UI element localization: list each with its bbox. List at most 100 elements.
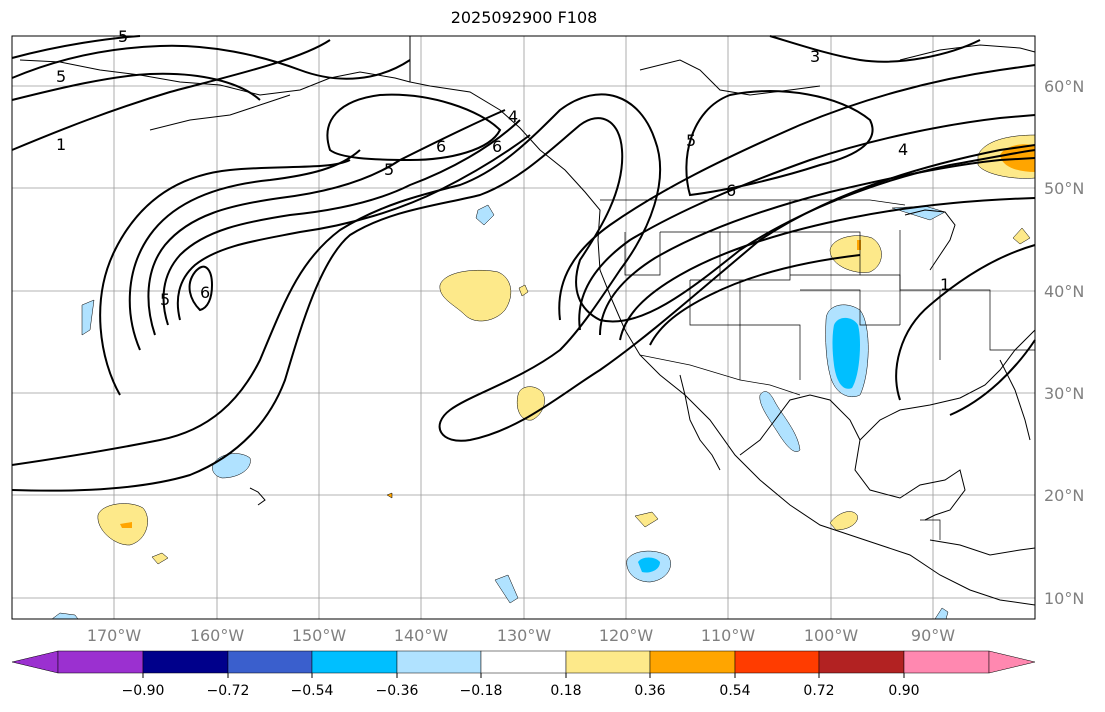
positive-anomaly-patch <box>151 552 169 565</box>
colorbar-segment <box>311 650 398 674</box>
positive-anomaly-patch <box>518 284 529 297</box>
colorbar-tick-label: 0.18 <box>550 683 582 699</box>
positive-anomaly-patch <box>829 235 882 273</box>
positive-anomaly-patch <box>829 511 858 531</box>
coastline-hudson-region <box>639 59 821 96</box>
colorbar-segment <box>818 650 905 674</box>
contour-line <box>176 134 531 321</box>
negative-anomaly-patch <box>475 204 495 226</box>
contour-label: 6 <box>436 137 446 156</box>
colorbar-segment <box>649 650 736 674</box>
contour-line <box>895 244 1036 401</box>
contour-line <box>685 90 874 197</box>
colorbar-tick-label: −0.72 <box>206 683 250 699</box>
state-border <box>739 280 801 380</box>
colorbar-extend-high <box>988 650 1036 674</box>
lat-label: 10°N <box>1044 589 1085 608</box>
contour-labels: 5 1 5 6 5 6 4 6 5 3 4 1 6 5 <box>56 27 950 309</box>
coastline-baja-california <box>679 374 721 471</box>
negative-anomaly-core <box>832 317 860 389</box>
map-background <box>12 36 1035 619</box>
contour-line <box>599 157 1036 336</box>
coastlines <box>19 36 1036 606</box>
contour-label: 4 <box>508 107 518 126</box>
negative-anomaly-core <box>638 557 660 573</box>
shaded-anomalies <box>51 134 1036 620</box>
colorbar-tick-label: −0.54 <box>290 683 334 699</box>
coastline-gulf-coast <box>859 329 1036 441</box>
contour-label: 3 <box>810 47 820 66</box>
contour-label: 5 <box>160 290 170 309</box>
lon-label: 170°W <box>86 626 142 645</box>
positive-anomaly-patch <box>634 511 659 528</box>
lat-label: 60°N <box>1044 77 1085 96</box>
contour-line <box>11 39 331 151</box>
colorbar-tick-label: 0.36 <box>634 683 666 699</box>
contour-line <box>128 149 361 351</box>
contour-label: 6 <box>492 137 502 156</box>
colorbar-segment <box>57 650 144 674</box>
coastline-great-lakes <box>904 209 956 271</box>
contour-label: 5 <box>56 67 66 86</box>
colorbar-segment <box>396 650 482 674</box>
lon-label: 160°W <box>189 626 245 645</box>
contour-line <box>11 44 411 80</box>
coastline-aleutian-chain <box>149 94 291 131</box>
lon-label: 100°W <box>803 626 859 645</box>
contour-line <box>99 159 351 396</box>
lon-label: 110°W <box>700 626 756 645</box>
state-border <box>720 231 791 281</box>
border-central-america <box>920 519 941 540</box>
coastline-hawaii <box>249 487 266 506</box>
coastline-alaska-aleutians <box>19 59 411 96</box>
colorbar-tick-label: 0.90 <box>888 683 920 699</box>
contour-line <box>649 254 861 346</box>
colorbar-segment <box>565 650 651 674</box>
contour-line <box>147 109 506 336</box>
contour-line <box>188 265 214 312</box>
contour-line <box>558 64 1036 321</box>
negative-anomaly-patch <box>759 391 801 452</box>
state-border <box>800 289 900 326</box>
lat-label: 20°N <box>1044 486 1085 505</box>
contour-line <box>11 93 1036 466</box>
coastline-central-america <box>929 539 1036 556</box>
map-title: 2025092900 F108 <box>450 8 598 27</box>
contour-label: 5 <box>686 131 696 150</box>
map-frame <box>11 35 1036 620</box>
state-border <box>899 230 941 360</box>
contour-line <box>162 119 521 326</box>
contour-label: 5 <box>384 160 394 179</box>
coastline-canadian-arctic <box>899 44 1036 61</box>
contour-line <box>619 197 1036 341</box>
positive-anomaly-core <box>857 240 861 250</box>
positive-anomaly-patch <box>1012 227 1031 245</box>
lon-label: 90°W <box>910 626 956 645</box>
contour-label: 1 <box>56 135 66 154</box>
lon-label: 130°W <box>496 626 552 645</box>
colorbar-segment <box>480 650 567 674</box>
colorbar-tick-label: −0.36 <box>375 683 419 699</box>
contour-line <box>326 93 502 162</box>
colorbar-extend-low <box>11 650 59 674</box>
contour-label: 6 <box>726 181 736 200</box>
negative-anomaly-patch <box>494 574 519 604</box>
contour-line <box>11 117 1036 492</box>
state-border <box>689 280 741 380</box>
colorbar-tick-label: 0.72 <box>803 683 835 699</box>
contour-label: 1 <box>940 275 950 294</box>
positive-anomaly-core <box>120 522 132 528</box>
positive-anomaly-patch <box>439 270 512 322</box>
contour-label: 6 <box>200 283 210 302</box>
negative-anomaly-patch <box>81 299 95 336</box>
colorbar-segment <box>142 650 229 674</box>
coastline-gulf-of-mexico <box>739 394 966 521</box>
colorbar-segment <box>734 650 820 674</box>
colorbar-tick-label: −0.90 <box>121 683 165 699</box>
state-border <box>624 232 661 276</box>
contour-label: 4 <box>898 140 908 159</box>
lon-label: 120°W <box>598 626 654 645</box>
contours <box>11 35 1036 492</box>
state-border <box>940 289 1035 351</box>
